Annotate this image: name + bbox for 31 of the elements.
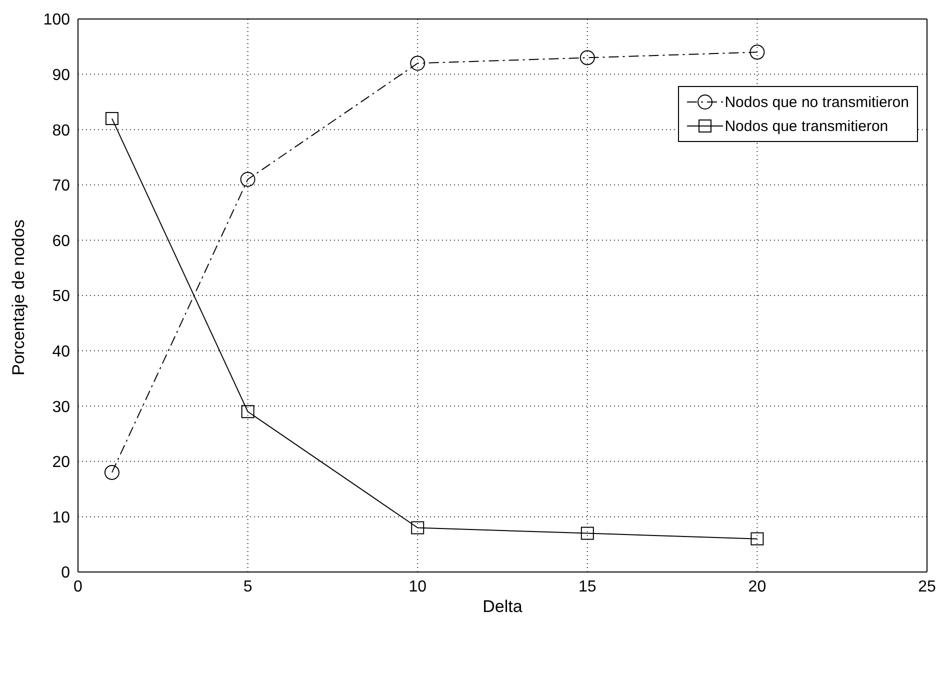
y-tick-label: 100 <box>43 12 70 29</box>
x-axis-title: Delta <box>482 597 523 616</box>
point <box>750 532 764 546</box>
y-tick-label: 30 <box>52 398 70 416</box>
point <box>750 44 765 60</box>
x-tick-label: 5 <box>243 578 252 596</box>
y-tick-label: 40 <box>52 343 70 360</box>
x-tick-label: 20 <box>748 578 766 596</box>
y-tick-label: 70 <box>52 178 70 195</box>
point <box>410 56 426 71</box>
point <box>241 405 254 418</box>
x-tick-label: 10 <box>408 578 427 596</box>
point <box>411 521 424 534</box>
y-axis-title: Porcentaje de nodos <box>9 220 28 376</box>
point <box>240 172 256 187</box>
legend-label: Nodos que transmitieron <box>724 118 888 134</box>
y-tick-label: 50 <box>52 288 70 306</box>
y-tick-label: 60 <box>52 232 70 250</box>
y-tick-label: 20 <box>52 454 70 472</box>
x-tick-label: 15 <box>578 578 596 596</box>
y-tick-label: 80 <box>52 122 70 140</box>
x-tick-label: 0 <box>74 578 83 596</box>
y-tick-label: 10 <box>52 509 70 526</box>
point <box>580 526 594 540</box>
legend-label: Nodos que no transmitieron <box>724 94 909 110</box>
point <box>580 50 595 66</box>
x-tick-label: 25 <box>918 578 936 596</box>
point <box>105 112 118 126</box>
y-tick-label: 90 <box>52 66 70 84</box>
y-tick-label: 0 <box>61 564 70 582</box>
point <box>104 464 120 480</box>
